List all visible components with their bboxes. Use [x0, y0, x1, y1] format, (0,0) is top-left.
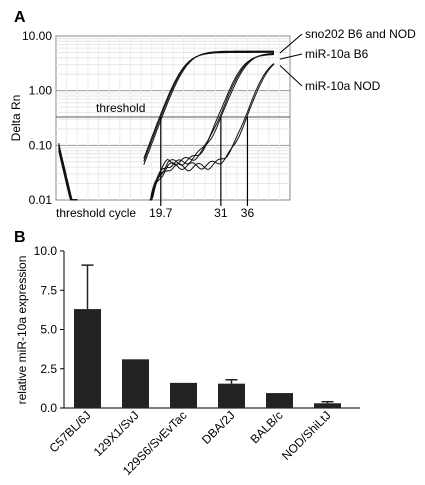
- x-tick-label: C57BL/6J: [46, 408, 93, 455]
- curve-annotation: miR-10a B6: [305, 47, 369, 61]
- threshold-cycle-lines: [160, 116, 249, 206]
- y-tick-label: 0.10: [29, 138, 53, 152]
- bar: [218, 383, 245, 408]
- panel-a-y-ticks: 0.01 0.10 1.00 10.00: [22, 29, 52, 207]
- panel-a-label: A: [14, 9, 26, 26]
- y-tick-label: 5.0: [40, 323, 57, 337]
- threshold-label: threshold: [96, 101, 145, 115]
- bar: [74, 309, 101, 408]
- panel-b-bars: [74, 264, 341, 408]
- panel-a-grid: [56, 36, 290, 200]
- ct-tick-label: 31: [214, 206, 228, 220]
- annotation-leader: [279, 33, 303, 54]
- bar: [170, 382, 197, 408]
- ct-tick-label: 19.7: [149, 206, 173, 220]
- amplification-curves: [58, 50, 275, 201]
- bar: [266, 393, 293, 408]
- curve-annotations: sno202 B6 and NOD miR-10a B6 miR-10a NOD: [279, 27, 416, 93]
- x-tick-label: BALB/c: [247, 408, 285, 446]
- panel-a: A 0.01 0.10 1.00 10.00 Delta Rn threshold t…: [9, 9, 416, 220]
- threshold-cycle-label: threshold cycle: [56, 206, 136, 220]
- amplification-curve: [149, 52, 275, 201]
- curve-annotation: sno202 B6 and NOD: [305, 27, 416, 41]
- x-tick-label: 129X1/SvJ: [91, 408, 142, 459]
- amplification-curve: [149, 54, 275, 201]
- panel-a-y-axis-label: Delta Rn: [9, 95, 23, 142]
- ct-tick-label: 36: [241, 206, 255, 220]
- panel-b: B 0.0 2.5 5.0 7.5 10.0 relative miR-10a expr…: [14, 229, 360, 478]
- y-tick-label: 0.0: [40, 401, 57, 415]
- amplification-curve: [149, 63, 275, 201]
- amplification-curve: [149, 53, 275, 201]
- amplification-curve: [143, 50, 274, 165]
- y-tick-label: 7.5: [40, 283, 57, 297]
- bar: [122, 359, 149, 408]
- threshold-cycle-ticks: 19.7 31 36: [149, 206, 254, 220]
- annotation-leader: [279, 65, 303, 87]
- amplification-curve: [149, 63, 275, 201]
- panel-b-y-ticks: 0.0 2.5 5.0 7.5 10.0: [34, 244, 64, 415]
- panel-b-y-axis-label: relative miR-10a expression: [15, 256, 29, 405]
- y-tick-label: 0.01: [29, 193, 53, 207]
- early-noise-trace: [58, 143, 78, 201]
- y-tick-label: 1.00: [29, 84, 53, 98]
- x-tick-label: NOD/ShiLtJ: [279, 408, 334, 463]
- annotation-leader: [279, 53, 303, 60]
- curve-annotation: miR-10a NOD: [305, 79, 381, 93]
- y-tick-label: 10.00: [22, 29, 52, 43]
- bar: [314, 403, 341, 408]
- y-tick-label: 2.5: [40, 362, 57, 376]
- y-tick-label: 10.0: [34, 244, 58, 258]
- x-tick-label: DBA/2J: [199, 408, 238, 447]
- panel-b-label: B: [14, 229, 26, 246]
- amplification-curve: [143, 51, 274, 159]
